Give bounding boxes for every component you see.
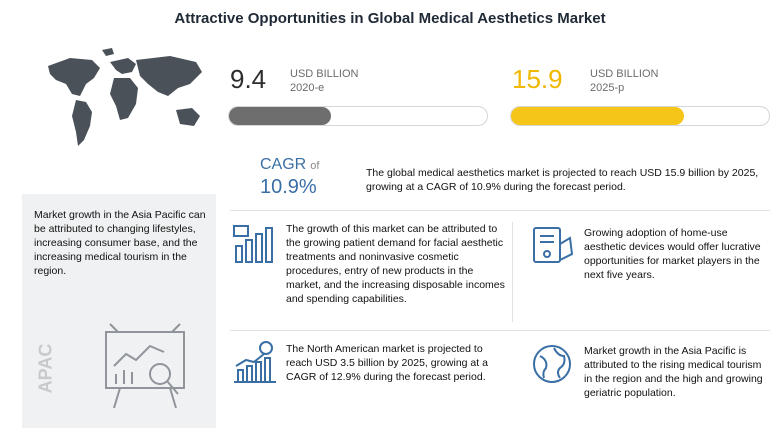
stat-2020-value: 9.4 xyxy=(230,64,267,94)
bar-track-2020 xyxy=(228,106,488,126)
stat-2025-value: 15.9 xyxy=(512,64,563,94)
cagr-value: 10.9% xyxy=(260,176,317,198)
divider xyxy=(230,330,770,331)
asia-pacific-text: Market growth in the Asia Pacific can be… xyxy=(34,209,206,277)
growth-chart-icon xyxy=(234,341,276,383)
card-north-america-text: The North American market is projected t… xyxy=(286,343,488,383)
world-map-icon xyxy=(48,48,202,146)
divider xyxy=(230,210,770,211)
bar-2025 xyxy=(511,107,684,125)
cagr-label-text: CAGR xyxy=(260,156,307,173)
cagr-of-text: of xyxy=(310,160,320,172)
card-home-device-text: Growing adoption of home-use aesthetic d… xyxy=(584,227,761,281)
bar-track-2025 xyxy=(510,106,770,126)
globe-icon xyxy=(533,345,571,383)
stat-2020-year: 2020-e xyxy=(290,82,325,94)
card-asia-pacific-text: Market growth in the Asia Pacific is att… xyxy=(584,345,763,399)
device-icon xyxy=(533,227,574,263)
headline-text: The global medical aesthetics market is … xyxy=(366,167,759,193)
presentation-board-icon xyxy=(105,323,185,409)
page-title: Attractive Opportunities in Global Medic… xyxy=(174,10,606,27)
stat-2025-year: 2025-p xyxy=(590,82,625,94)
divider xyxy=(512,222,513,322)
bar-chart-icon xyxy=(233,225,273,263)
cagr-label: CAGR of xyxy=(260,156,319,174)
stat-2020-unit: USD BILLION xyxy=(290,68,359,80)
bar-2020 xyxy=(229,107,332,125)
card-growth-text: The growth of this market can be attribu… xyxy=(286,223,505,305)
stat-2025-unit: USD BILLION xyxy=(590,68,659,80)
asia-pacific-panel: Market growth in the Asia Pacific can be… xyxy=(22,194,216,428)
region-label: APAC xyxy=(35,343,56,394)
